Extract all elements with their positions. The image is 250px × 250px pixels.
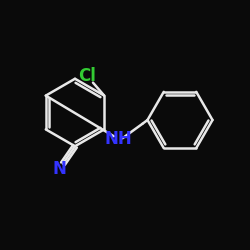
Text: NH: NH xyxy=(104,130,132,148)
Text: N: N xyxy=(52,160,66,178)
Text: Cl: Cl xyxy=(78,66,96,84)
